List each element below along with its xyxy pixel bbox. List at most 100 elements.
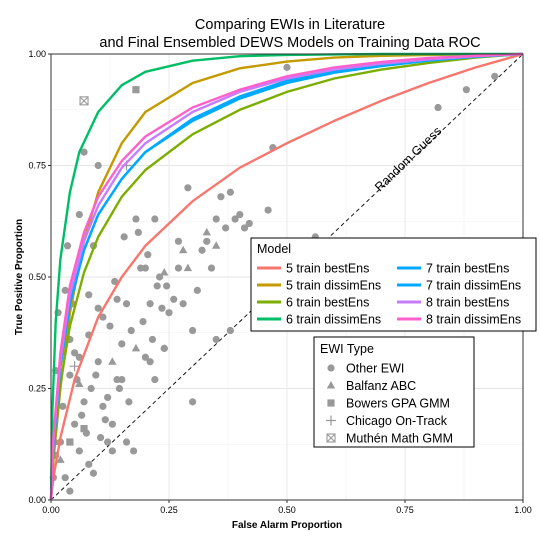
ewi-point-other <box>141 353 149 361</box>
ewi-point-other <box>75 447 83 455</box>
ewi-point-other <box>148 335 157 344</box>
ewi-point-other <box>66 487 74 495</box>
ewi-point-other <box>122 300 131 308</box>
ewi-point-other <box>151 375 159 384</box>
ewi-point-bowers <box>66 438 74 446</box>
ewi-point-other <box>80 148 88 156</box>
ewi-point-other <box>153 282 161 290</box>
ewi-point-other <box>226 188 234 196</box>
ewi-point-other <box>212 335 220 344</box>
ewi-point-muthen-cross <box>79 96 89 106</box>
ewi-point-other <box>96 433 105 442</box>
ewi-point-other <box>89 469 98 477</box>
ewi-legend-key-bowers <box>327 399 335 407</box>
ewi-point-other <box>240 224 249 232</box>
model-legend-label: 8 train bestEns <box>426 296 509 310</box>
roc-curve-8-train-dissimens <box>49 52 524 501</box>
ewi-point-other <box>59 402 67 410</box>
ewi-legend-label: Other EWI <box>346 362 404 376</box>
ewi-point-other <box>122 438 131 446</box>
ewi-point-other <box>491 72 499 80</box>
ewi-point-other <box>236 210 244 219</box>
roc-curve-8-train-bestens <box>49 52 524 501</box>
y-tick-label: 0.50 <box>28 272 46 282</box>
ewi-point-other <box>101 416 109 424</box>
model-legend-label: 8 train dissimEns <box>426 313 521 327</box>
y-axis-title: True Positive Proportion <box>14 219 25 335</box>
ewi-legend-label: Balfanz ABC <box>346 379 416 393</box>
ewi-point-other <box>189 398 197 406</box>
y-tick-label: 0.75 <box>28 161 46 171</box>
ewi-point-other <box>66 371 74 379</box>
ewi-point-other <box>108 447 116 455</box>
ewi-point-other <box>61 286 69 294</box>
ewi-point-other <box>80 398 88 406</box>
ewi-point-other <box>245 219 253 228</box>
ewi-point-balfanz <box>131 343 141 352</box>
ewi-point-bowers <box>132 86 140 94</box>
ewi-point-balfanz <box>183 263 193 272</box>
ewi-point-balfanz <box>56 455 65 463</box>
ewi-point-other <box>462 86 470 94</box>
ewi-point-other <box>170 295 178 303</box>
ewi-point-other <box>120 233 128 241</box>
ewi-point-other <box>132 215 140 223</box>
ewi-point-other <box>434 103 442 112</box>
ewi-point-other <box>193 286 201 294</box>
ewi-point-other <box>99 402 107 410</box>
x-tick-label: 0.75 <box>396 505 414 515</box>
ewi-point-balfanz <box>178 245 188 254</box>
ewi-point-other <box>163 282 171 290</box>
ewi-point-other <box>115 384 124 393</box>
ewi-point-other <box>87 384 95 393</box>
ewi-point-other <box>94 358 102 366</box>
ewi-point-chicago <box>69 361 80 372</box>
ewi-point-other <box>71 349 79 357</box>
ewi-legend-label: Muthén Math GMM <box>346 432 453 446</box>
ewi-point-bowers <box>80 425 88 433</box>
y-tick-label: 0.25 <box>28 384 46 394</box>
x-tick-label: 0.50 <box>278 505 296 515</box>
ewi-point-other <box>134 228 142 236</box>
ewi-point-other <box>118 375 126 384</box>
ewi-legend-key-balfanz <box>326 381 336 389</box>
roc-curve-5-train-bestens <box>49 52 524 501</box>
ewi-point-other <box>226 326 234 335</box>
ewi-point-other <box>94 161 102 170</box>
ewi-point-muthen-box <box>79 96 89 106</box>
ewi-point-other <box>113 295 121 303</box>
model-legend-box <box>250 237 537 332</box>
ewi-point-other <box>61 474 69 482</box>
ewi-point-other <box>104 393 112 402</box>
ewi-point-other <box>94 304 102 312</box>
ewi-point-other <box>108 420 116 428</box>
y-tick-label: 0.00 <box>28 495 46 505</box>
ewi-point-other <box>212 215 220 223</box>
ewi-point-other <box>71 420 79 428</box>
roc-curve-6-train-bestens <box>49 52 524 501</box>
ewi-point-other <box>144 251 152 259</box>
ewi-point-other <box>174 264 183 272</box>
ewi-point-other <box>151 215 159 223</box>
ewi-point-other <box>198 246 206 254</box>
ewi-point-other <box>92 371 100 379</box>
chart-title-line2: and Final Ensembled DEWS Models on Train… <box>99 35 480 51</box>
ewi-point-other <box>85 291 93 299</box>
ewi-point-other <box>222 224 230 232</box>
model-legend-title: Model <box>257 242 291 256</box>
ewi-point-other <box>179 300 187 308</box>
ewi-point-other <box>189 326 197 335</box>
ewi-point-other <box>63 242 72 250</box>
x-axis-title: False Alarm Proportion <box>232 520 342 531</box>
ewi-point-balfanz <box>108 357 117 365</box>
model-legend-label: 6 train bestEns <box>286 296 369 310</box>
ewi-point-other <box>78 411 86 419</box>
ewi-point-balfanz <box>202 227 211 236</box>
chart-title-line1: Comparing EWIs in Literature <box>195 17 385 33</box>
ewi-point-other <box>207 264 216 272</box>
ewi-point-balfanz <box>160 268 169 276</box>
model-legend-label: 7 train bestEns <box>426 262 509 276</box>
ewi-point-other <box>217 193 225 201</box>
model-legend-label: 5 train bestEns <box>286 262 369 276</box>
ewi-point-other <box>104 438 112 446</box>
